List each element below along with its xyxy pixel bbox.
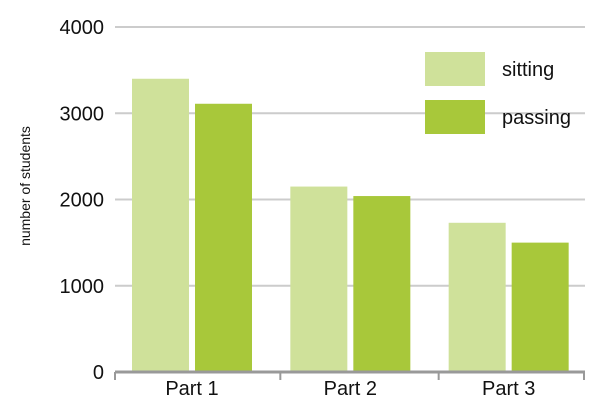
bar-sitting-part-2 [290, 186, 348, 372]
bar-passing-part-2 [353, 196, 411, 372]
y-tick-label: 1000 [60, 276, 105, 298]
bars [132, 78, 569, 372]
legend-label-passing: passing [502, 107, 571, 129]
legend: sitting passing [425, 52, 571, 134]
x-tick-label: Part 1 [165, 378, 218, 400]
y-axis-title: number of students [17, 126, 33, 246]
y-tick-label: 0 [93, 362, 104, 384]
gridlines [115, 26, 585, 287]
legend-swatch-sitting [425, 52, 485, 86]
x-tick-label: Part 2 [324, 378, 377, 400]
axes: 0 1000 2000 3000 4000 Part 1 Part 2 Part 3 [60, 17, 585, 400]
y-tick-label: 3000 [60, 103, 105, 125]
legend-label-sitting: sitting [502, 59, 554, 81]
bar-sitting-part-1 [132, 78, 189, 372]
bar-sitting-part-3 [448, 222, 506, 372]
bar-passing-part-3 [511, 242, 569, 372]
bar-passing-part-1 [195, 103, 252, 372]
y-tick-label: 2000 [60, 190, 105, 212]
y-tick-label: 4000 [60, 17, 105, 39]
legend-swatch-passing [425, 100, 485, 134]
x-tick-label: Part 3 [482, 378, 535, 400]
